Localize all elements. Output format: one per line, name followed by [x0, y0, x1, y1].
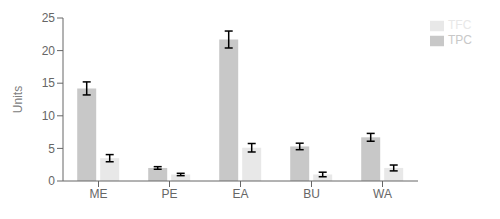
html-text:TPC: TPC	[448, 32, 472, 47]
svg-text:ME: ME	[90, 187, 108, 201]
svg-text:5: 5	[48, 142, 55, 156]
svg-text:15: 15	[42, 76, 56, 90]
svg-text:25: 25	[42, 11, 56, 25]
html-text:TFC: TFC	[448, 18, 472, 32]
svg-text:PE: PE	[161, 187, 177, 201]
svg-text:0: 0	[48, 174, 55, 188]
svg-text:Units: Units	[11, 86, 25, 113]
svg-text:10: 10	[42, 109, 56, 123]
svg-text:BU: BU	[303, 187, 320, 201]
svg-text:EA: EA	[232, 187, 248, 201]
svg-text:WA: WA	[373, 187, 392, 201]
svg-text:20: 20	[42, 44, 56, 58]
